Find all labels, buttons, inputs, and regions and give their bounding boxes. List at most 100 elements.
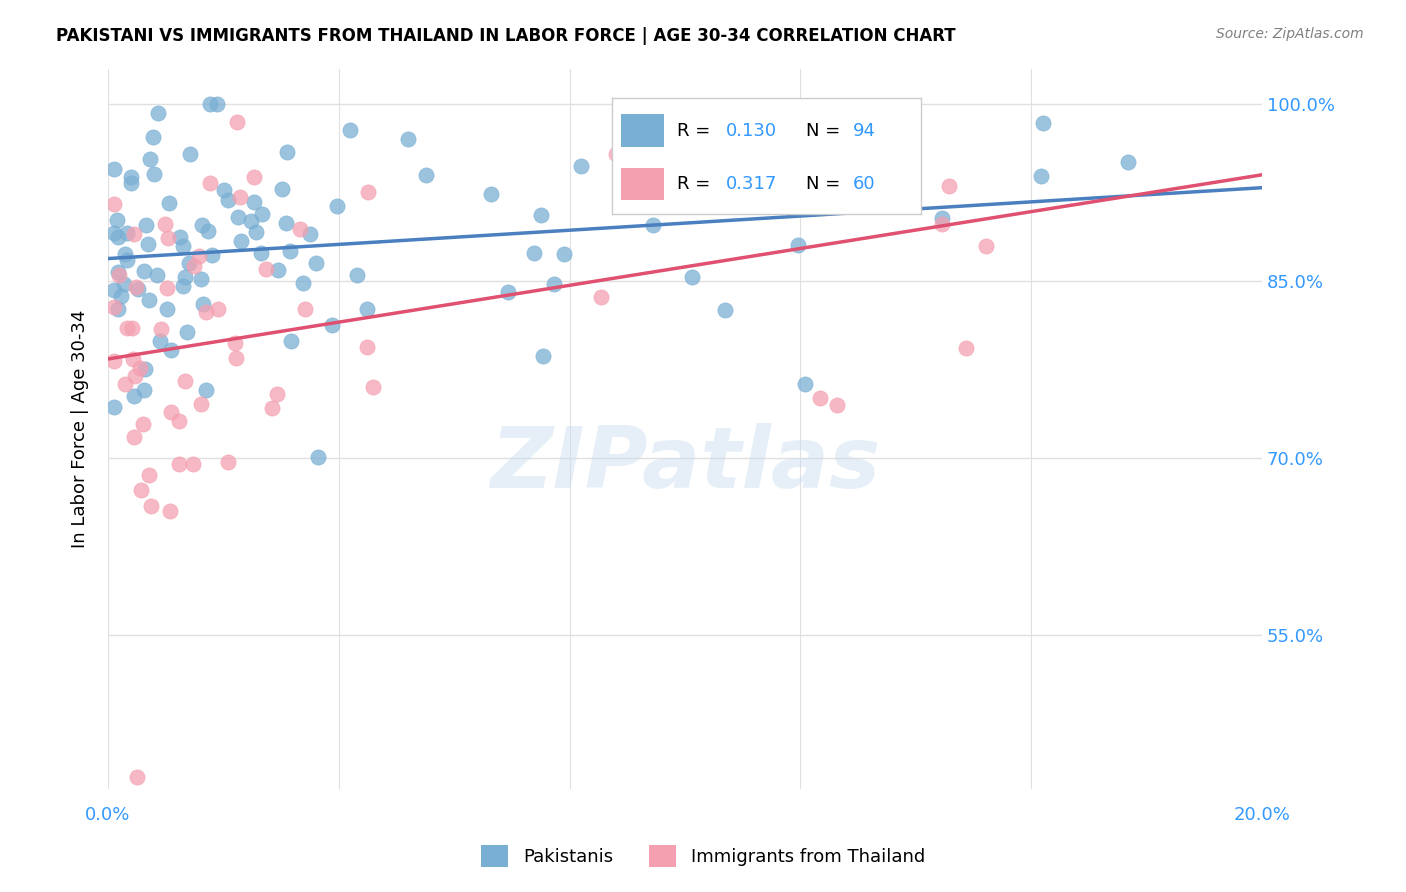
- Point: [172, 279, 194, 293]
- Point: [122, 430, 145, 444]
- Point: [229, 235, 252, 249]
- Point: [396, 132, 419, 146]
- Point: [129, 483, 152, 497]
- Point: [290, 221, 312, 235]
- Point: [262, 401, 284, 416]
- Point: [193, 297, 215, 311]
- Point: [169, 230, 191, 244]
- Legend: Pakistanis, Immigrants from Thailand: Pakistanis, Immigrants from Thailand: [474, 838, 932, 874]
- Point: [759, 150, 782, 164]
- Point: [307, 450, 329, 464]
- Point: [173, 270, 195, 285]
- Point: [530, 208, 553, 222]
- Point: [605, 146, 627, 161]
- Point: [252, 207, 274, 221]
- Point: [298, 227, 321, 242]
- Point: [938, 178, 960, 193]
- Point: [124, 280, 146, 294]
- Point: [115, 252, 138, 267]
- Point: [200, 97, 222, 112]
- Point: [1032, 116, 1054, 130]
- Point: [254, 262, 277, 277]
- Point: [160, 405, 183, 419]
- Point: [197, 224, 219, 238]
- Point: [156, 302, 179, 317]
- Point: [157, 196, 180, 211]
- Point: [955, 341, 977, 355]
- Point: [276, 145, 298, 160]
- Point: [224, 335, 246, 350]
- Point: [138, 293, 160, 307]
- Point: [207, 301, 229, 316]
- Point: [356, 301, 378, 316]
- Point: [107, 229, 129, 244]
- Y-axis label: In Labor Force | Age 30-34: In Labor Force | Age 30-34: [72, 310, 89, 548]
- Point: [589, 290, 612, 304]
- Point: [415, 168, 437, 182]
- Point: [103, 197, 125, 211]
- Point: [226, 115, 249, 129]
- Point: [531, 349, 554, 363]
- Point: [931, 211, 953, 226]
- Point: [190, 272, 212, 286]
- Point: [339, 123, 361, 137]
- Point: [110, 289, 132, 303]
- Point: [1116, 155, 1139, 169]
- Point: [821, 174, 844, 188]
- Point: [681, 270, 703, 285]
- Point: [124, 389, 146, 403]
- Point: [225, 351, 247, 366]
- Point: [159, 504, 181, 518]
- Point: [129, 360, 152, 375]
- Point: [243, 194, 266, 209]
- Point: [136, 237, 159, 252]
- Point: [114, 246, 136, 260]
- Point: [120, 176, 142, 190]
- Point: [149, 334, 172, 348]
- Point: [122, 351, 145, 366]
- Point: [173, 374, 195, 388]
- Point: [274, 216, 297, 230]
- Point: [142, 129, 165, 144]
- Point: [114, 377, 136, 392]
- Point: [138, 467, 160, 482]
- Text: PAKISTANI VS IMMIGRANTS FROM THAILAND IN LABOR FORCE | AGE 30-34 CORRELATION CHA: PAKISTANI VS IMMIGRANTS FROM THAILAND IN…: [56, 27, 956, 45]
- Point: [103, 400, 125, 414]
- Point: [141, 499, 163, 513]
- Text: 20.0%: 20.0%: [1233, 806, 1291, 824]
- Point: [195, 383, 218, 397]
- Point: [496, 285, 519, 300]
- Point: [631, 175, 654, 189]
- Point: [179, 255, 201, 269]
- Point: [142, 167, 165, 181]
- Point: [103, 161, 125, 176]
- Point: [890, 182, 912, 196]
- Point: [198, 176, 221, 190]
- Text: 0.0%: 0.0%: [86, 806, 131, 824]
- Point: [115, 227, 138, 241]
- Point: [103, 354, 125, 368]
- Point: [176, 325, 198, 339]
- Point: [278, 244, 301, 258]
- Point: [280, 334, 302, 348]
- Point: [115, 320, 138, 334]
- Point: [125, 770, 148, 784]
- Point: [145, 268, 167, 282]
- Point: [103, 283, 125, 297]
- Point: [195, 304, 218, 318]
- Point: [120, 169, 142, 184]
- Text: R =: R =: [676, 121, 716, 139]
- Point: [931, 217, 953, 231]
- Point: [361, 380, 384, 394]
- Point: [103, 300, 125, 314]
- Text: N =: N =: [807, 121, 846, 139]
- Point: [132, 383, 155, 397]
- Point: [150, 322, 173, 336]
- Point: [1029, 169, 1052, 184]
- Point: [479, 186, 502, 201]
- Point: [217, 455, 239, 469]
- Text: ZIPatlas: ZIPatlas: [489, 423, 880, 506]
- Point: [974, 238, 997, 252]
- Point: [191, 218, 214, 232]
- Text: N =: N =: [807, 175, 846, 193]
